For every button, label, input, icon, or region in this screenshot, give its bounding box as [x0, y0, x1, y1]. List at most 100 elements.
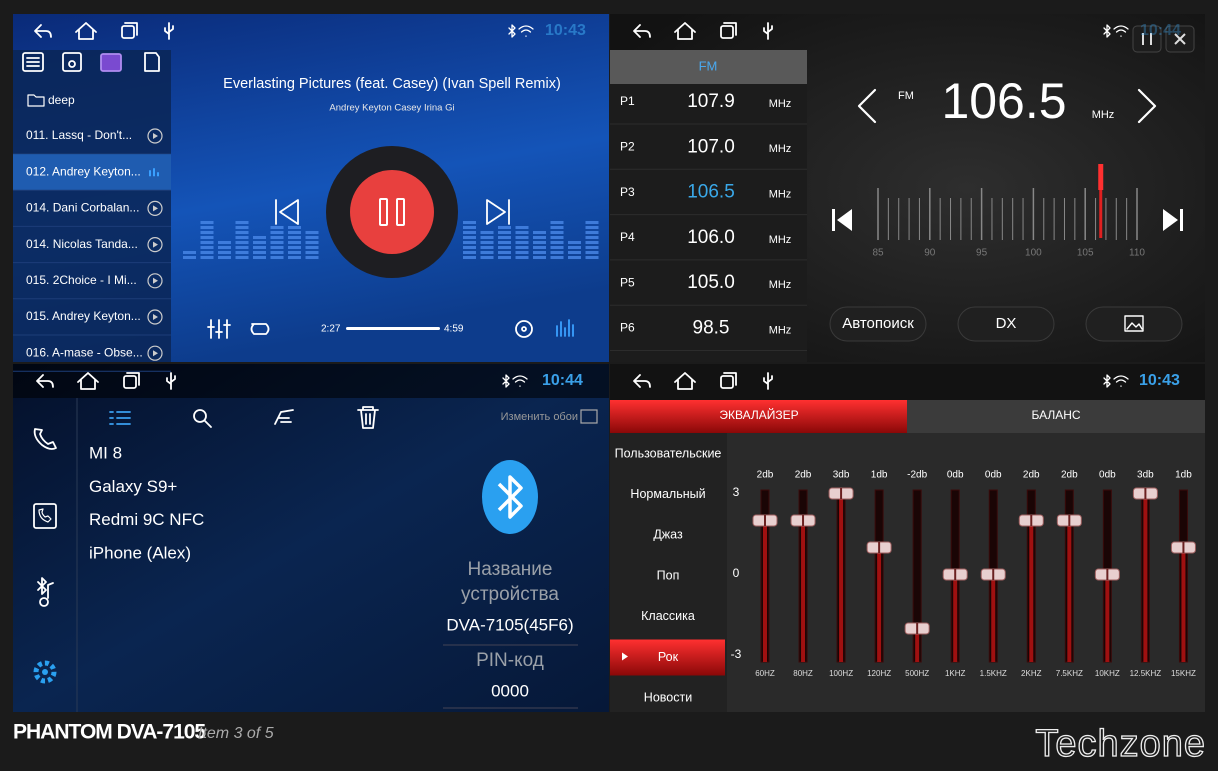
selected-arrow: [622, 652, 628, 661]
visualizer-bar: [568, 241, 581, 244]
device-name-value: DVA-7105(45F6): [446, 615, 573, 634]
visualizer-bar: [200, 226, 214, 229]
player-controls: [207, 319, 574, 339]
track-sidebar: [13, 50, 171, 362]
slider-fill: [801, 520, 806, 662]
button[interactable]: [957, 306, 1055, 342]
visualizer-bar: [183, 251, 196, 254]
visualizer-bar: [550, 251, 564, 254]
tuning-needle-head: [1098, 164, 1104, 190]
tab[interactable]: [907, 400, 1205, 433]
next-button[interactable]: [486, 199, 510, 225]
prev-button[interactable]: [275, 199, 299, 225]
visualizer-bar: [200, 221, 214, 224]
tab-label[interactable]: ЭКВАЛАЙЗЕР: [719, 407, 798, 422]
play-icon: [147, 309, 163, 325]
tab-label[interactable]: БАЛАНС: [1031, 408, 1080, 422]
band-gain: 0db: [947, 470, 964, 481]
button[interactable]: [829, 306, 927, 342]
progress-bar[interactable]: [346, 327, 440, 330]
track-title[interactable]: 011. Lassq - Don't...: [26, 128, 132, 142]
wallpaper-button[interactable]: Изменить обои: [501, 411, 578, 423]
scale-label: 85: [872, 248, 884, 259]
preset-name[interactable]: Рок: [658, 650, 679, 664]
prev-station[interactable]: [832, 209, 852, 231]
band-frequency: 80HZ: [793, 669, 813, 678]
folder-name: deep: [48, 93, 75, 107]
visualizer-bar: [533, 246, 546, 249]
button-label[interactable]: DX: [996, 315, 1017, 332]
preset-frequency[interactable]: 107.0: [687, 136, 735, 157]
seek-down[interactable]: [857, 88, 877, 124]
visualizer-bar: [305, 231, 319, 234]
track-title[interactable]: 016. A-mase - Obse...: [26, 345, 143, 359]
device-name[interactable]: iPhone (Alex): [89, 543, 191, 562]
preset-name[interactable]: Нормальный: [630, 487, 705, 501]
equalizer-sliders: [752, 487, 1196, 663]
artist: Andrey Keyton Casey Irina Gi: [329, 103, 454, 114]
device-name[interactable]: Redmi 9C NFC: [89, 510, 204, 529]
visualizer-bar: [218, 246, 231, 249]
preset-label: P6: [620, 321, 635, 335]
preset-name[interactable]: Новости: [644, 690, 692, 704]
visualizer-bar: [200, 256, 214, 259]
preset-frequency[interactable]: 106.0: [687, 227, 735, 248]
play-icon: [153, 277, 158, 284]
settings-icon[interactable]: [33, 660, 57, 684]
button-label[interactable]: Автопоиск: [842, 315, 914, 332]
play-icon: [153, 205, 158, 212]
tab-active[interactable]: [610, 400, 907, 433]
button[interactable]: [1085, 306, 1183, 342]
track-title[interactable]: 015. 2Choice - I Mi...: [26, 273, 137, 287]
band-gain: 2db: [757, 470, 774, 481]
visualizer-bar: [463, 241, 476, 244]
visualizer-bar: [305, 251, 319, 254]
preset-label: P3: [620, 185, 635, 199]
visualizer-bar: [235, 231, 249, 234]
pause-button[interactable]: [350, 170, 434, 254]
preset-name[interactable]: Пользовательские: [615, 446, 722, 460]
play-icon: [153, 350, 158, 357]
seek-up[interactable]: [1137, 88, 1157, 124]
device-name[interactable]: Galaxy S9+: [89, 477, 177, 496]
visualizer-bar: [585, 256, 599, 259]
preset-name[interactable]: Классика: [641, 609, 695, 623]
track-title[interactable]: 015. Andrey Keyton...: [26, 309, 141, 323]
visualizer-bar: [568, 246, 581, 249]
visualizer-bar: [515, 231, 529, 234]
current-frequency: 106.5: [941, 73, 1066, 129]
band-frequency: 1KHZ: [945, 669, 966, 678]
scale-label: 100: [1025, 248, 1042, 259]
device-name[interactable]: MI 8: [89, 443, 122, 462]
visualizer-bar: [270, 256, 284, 259]
preset-name[interactable]: Джаз: [653, 528, 683, 542]
visualizer-bar: [288, 226, 301, 229]
visualizer-bar: [550, 256, 564, 259]
track-title[interactable]: 012. Andrey Keyton...: [26, 164, 141, 178]
band-gain: 1db: [871, 470, 888, 481]
preset-frequency[interactable]: 105.0: [687, 272, 735, 293]
next-station[interactable]: [1163, 209, 1183, 231]
visualizer-bar: [515, 251, 529, 254]
preset-frequency[interactable]: 107.9: [687, 91, 735, 112]
slider-fill: [1029, 520, 1034, 662]
band-gain: 1db: [1175, 470, 1192, 481]
track-title[interactable]: 014. Nicolas Tanda...: [26, 237, 138, 251]
preset-name[interactable]: Поп: [657, 568, 680, 582]
scale-label: 3: [733, 485, 740, 499]
visualizer-bar: [235, 221, 249, 224]
preset-frequency[interactable]: 106.5: [687, 182, 735, 203]
caption-bar: [0, 712, 1218, 771]
play-icon: [147, 345, 163, 361]
track-title[interactable]: 014. Dani Corbalan...: [26, 201, 139, 215]
visualizer-bar: [480, 246, 494, 249]
preset-label: P2: [620, 139, 635, 153]
bt-sidebar-icons: [33, 428, 57, 607]
band-frequency: 7.5KHZ: [1056, 669, 1083, 678]
minimize-button[interactable]: [1132, 25, 1162, 53]
preset-frequency[interactable]: 98.5: [693, 318, 730, 339]
preset-label: P5: [620, 275, 635, 289]
visualizer-bar: [585, 246, 599, 249]
